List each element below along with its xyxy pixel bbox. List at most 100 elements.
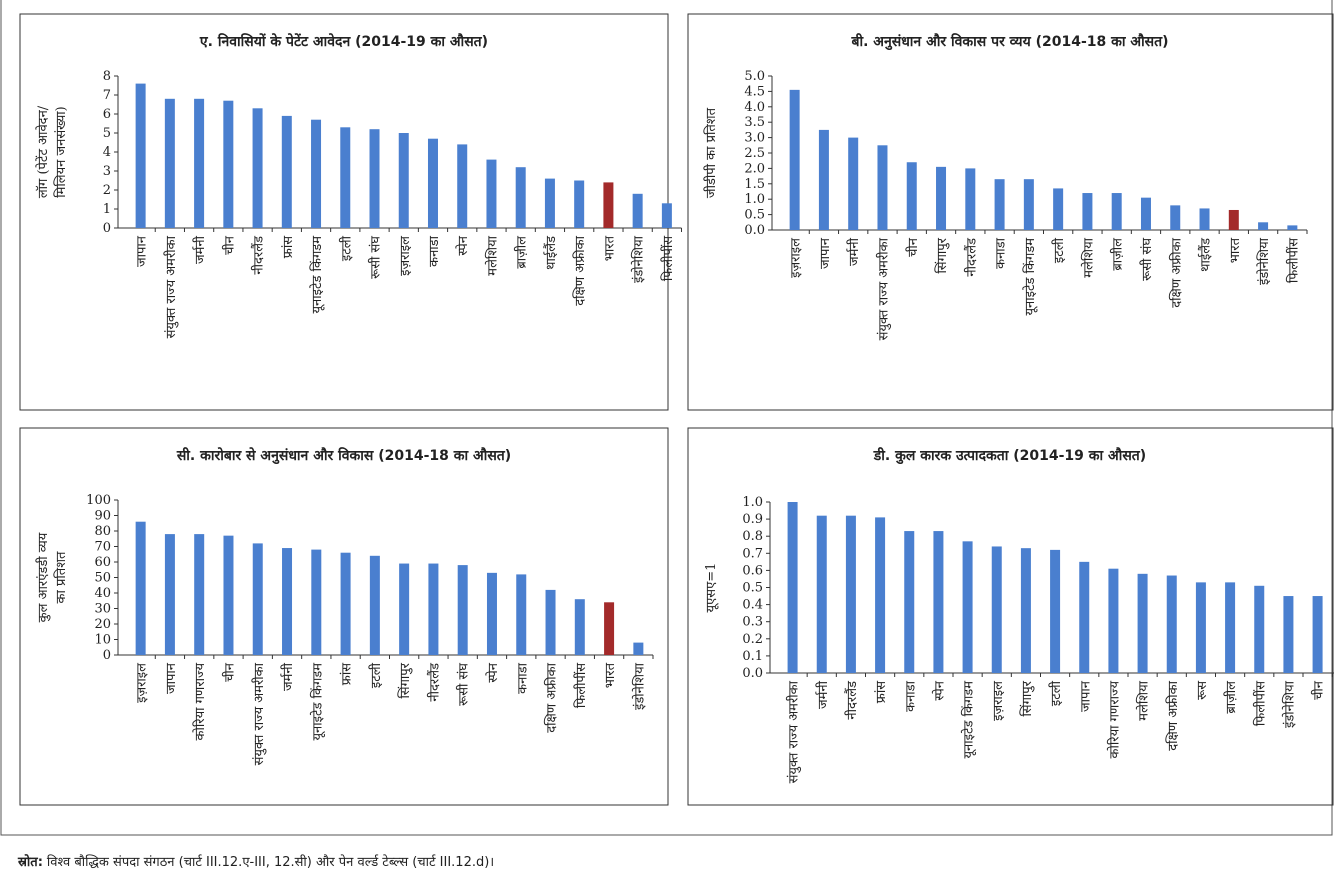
bar — [1050, 549, 1061, 673]
bar — [1082, 193, 1093, 230]
x-tick-label: थाईलैंड — [1198, 237, 1214, 272]
bar — [1023, 179, 1034, 230]
x-tick-label: कनाडा — [515, 662, 530, 694]
bar — [789, 89, 800, 230]
y-tick-label: 2.0 — [744, 161, 765, 176]
bar — [904, 531, 915, 673]
panel — [687, 427, 1334, 806]
x-tick-label: दक्षिण अफ्रीका — [544, 662, 560, 732]
y-axis-label: का प्रतिशत — [53, 551, 69, 603]
y-tick-label: 2.5 — [744, 146, 765, 161]
bar — [962, 541, 973, 673]
y-tick-label: 0.0 — [742, 666, 763, 681]
y-tick-label: 8 — [103, 69, 111, 84]
bar — [1079, 561, 1090, 673]
x-tick-label: भारत — [1228, 237, 1243, 263]
bar — [457, 565, 468, 655]
chart-title: ए. निवासियों के पेटेंट आवेदन (2014-19 का… — [199, 33, 488, 50]
bar — [399, 563, 410, 655]
bar — [223, 535, 234, 655]
bar — [1020, 548, 1031, 673]
bar — [340, 127, 351, 228]
bar — [816, 515, 827, 673]
x-tick-label: मलेशिया — [484, 235, 500, 275]
x-tick-label: रूस — [1195, 681, 1210, 700]
x-tick-label: फिलीपींस — [573, 663, 589, 708]
bar — [311, 119, 322, 228]
bar — [282, 548, 293, 655]
x-tick-label: नीदरलैंड — [963, 237, 979, 277]
y-axis-label: जीडीपी का प्रतिशत — [703, 107, 719, 198]
bar — [1228, 209, 1239, 230]
y-tick-label: 4 — [103, 145, 111, 160]
x-tick-label: मलेशिया — [1136, 680, 1152, 720]
x-tick-label: कोरिया गणराज्य — [192, 663, 208, 741]
x-tick-label: इंडोनेशिया — [1281, 680, 1297, 728]
bar — [604, 602, 615, 655]
bar — [1312, 596, 1323, 673]
bar — [252, 543, 263, 655]
bar — [991, 546, 1002, 673]
x-tick-label: दक्षिण अफ्रीका — [1165, 680, 1181, 750]
bar — [1140, 197, 1151, 230]
x-tick-label: भारत — [602, 235, 617, 261]
bar — [428, 563, 439, 655]
bar — [933, 531, 944, 673]
x-tick-label: थाईलैंड — [543, 235, 559, 270]
y-tick-label: 0.5 — [742, 581, 763, 596]
chart-title: बी. अनुसंधान और विकास पर व्यय (2014-18 क… — [850, 33, 1168, 51]
x-tick-label: जापान — [135, 235, 150, 267]
x-tick-label: ब्राज़ील — [514, 236, 530, 269]
bar — [1166, 575, 1177, 673]
x-tick-label: जापान — [818, 237, 833, 269]
bar — [486, 159, 497, 228]
bar — [994, 179, 1005, 230]
bar — [906, 162, 917, 230]
y-tick-label: 0.2 — [742, 632, 763, 647]
source-label: स्रोत: — [17, 854, 43, 870]
bar — [877, 145, 888, 230]
source: स्रोत: विश्व बौद्धिक संपदा संगठन (चार्ट I… — [17, 854, 494, 870]
bar — [164, 534, 175, 655]
bar — [633, 642, 644, 655]
y-tick-label: 30 — [94, 602, 111, 617]
y-axis-label: लॉग (पेटेंट आवेदन/ — [35, 105, 51, 198]
bar — [164, 98, 175, 228]
x-tick-label: नीदरलैंड — [844, 680, 860, 720]
x-tick-label: इज़राइल — [789, 238, 804, 278]
x-tick-label: जापान — [164, 662, 179, 694]
x-tick-label: इज़राइल — [991, 681, 1006, 721]
y-tick-label: 20 — [94, 617, 111, 632]
y-tick-label: 1.0 — [742, 495, 763, 510]
bar — [845, 515, 856, 673]
x-tick-label: यूनाइटेड किंगडम — [309, 663, 325, 741]
x-tick-label: इज़राइल — [135, 663, 150, 703]
x-tick-label: फिलीपींस — [660, 236, 676, 281]
bar — [544, 178, 555, 228]
bar — [281, 115, 292, 228]
x-tick-label: फ्रांस — [874, 681, 889, 703]
bar — [135, 521, 146, 655]
y-tick-label: 0 — [103, 221, 111, 236]
bar — [545, 589, 556, 655]
bar — [574, 180, 585, 228]
panel — [19, 427, 669, 806]
bar — [1199, 208, 1210, 230]
x-tick-label: संयुक्त राज्य अमरीका — [875, 237, 891, 340]
x-tick-label: फ्रांस — [281, 236, 296, 258]
y-tick-label: 0.1 — [742, 649, 763, 664]
x-tick-label: कनाडा — [903, 680, 918, 712]
bar — [632, 193, 643, 228]
x-tick-label: दक्षिण अफ्रीका — [572, 235, 588, 305]
bar — [369, 129, 380, 228]
y-tick-label: 1.5 — [744, 177, 765, 192]
y-tick-label: 2 — [103, 183, 111, 198]
y-tick-label: 5 — [103, 126, 111, 141]
y-tick-label: 50 — [94, 571, 111, 586]
y-tick-label: 7 — [103, 88, 111, 103]
bar — [1053, 188, 1064, 230]
bar — [1137, 573, 1148, 673]
y-tick-label: 0 — [103, 648, 111, 663]
x-tick-label: जापान — [1078, 680, 1093, 712]
